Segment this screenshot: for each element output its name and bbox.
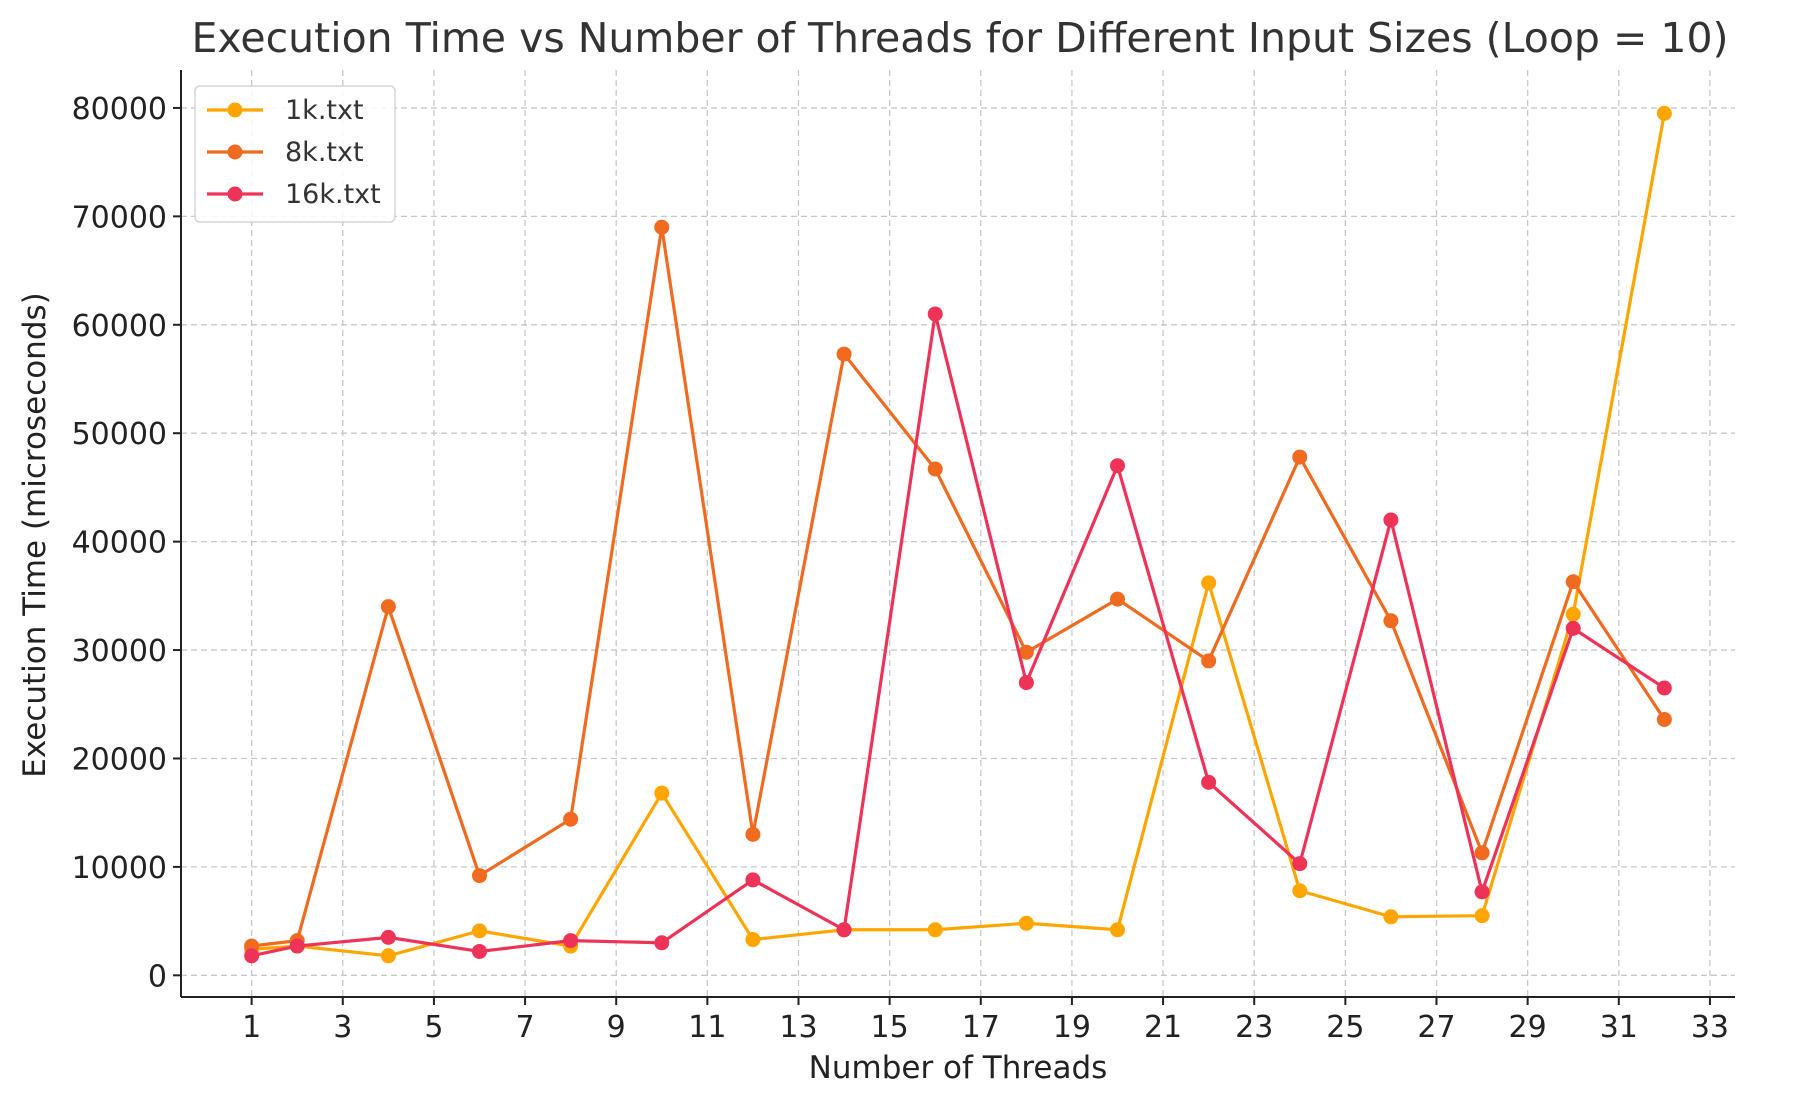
x-tick-label: 33 <box>1691 1010 1729 1045</box>
data-point <box>1565 620 1581 636</box>
y-tick-label: 10000 <box>72 851 167 886</box>
data-point <box>1656 105 1672 121</box>
data-point <box>1474 884 1490 900</box>
data-point <box>836 922 852 938</box>
x-tick-label: 13 <box>779 1010 817 1045</box>
grid <box>181 70 1735 997</box>
y-axis-label: Execution Time (microseconds) <box>17 292 53 777</box>
data-point <box>745 826 761 842</box>
data-point <box>1383 909 1399 925</box>
series-8k-txt <box>244 219 1672 954</box>
data-point <box>244 948 260 964</box>
legend: 1k.txt 8k.txt 16k.txt <box>194 85 396 223</box>
legend-label: 8k.txt <box>285 137 364 168</box>
data-point <box>1201 774 1217 790</box>
y-tick-label: 50000 <box>72 417 167 452</box>
y-tick-label: 0 <box>148 959 167 994</box>
data-point <box>1201 653 1217 669</box>
y-tick-label: 30000 <box>72 634 167 669</box>
x-tick-label: 3 <box>333 1010 352 1045</box>
data-point <box>1292 449 1308 465</box>
data-point <box>563 811 579 827</box>
x-tick-label: 1 <box>242 1010 261 1045</box>
series-16k-txt <box>244 306 1672 964</box>
data-point <box>1474 908 1490 924</box>
data-point <box>1201 575 1217 591</box>
data-point <box>1110 591 1126 607</box>
data-point <box>927 922 943 938</box>
data-point <box>1383 512 1399 528</box>
data-point <box>927 461 943 477</box>
data-point <box>745 872 761 888</box>
data-point <box>1292 856 1308 872</box>
data-point <box>1383 613 1399 629</box>
data-point <box>1656 680 1672 696</box>
y-tick-label: 80000 <box>72 92 167 127</box>
data-point <box>289 938 305 954</box>
x-tick-label: 5 <box>424 1010 443 1045</box>
x-axis-label: Number of Threads <box>809 1050 1108 1086</box>
data-point <box>1018 644 1034 660</box>
legend-marker <box>227 186 243 202</box>
legend-box <box>194 85 396 223</box>
data-point <box>1656 711 1672 727</box>
y-tick-label: 60000 <box>72 309 167 344</box>
chart-title: Execution Time vs Number of Threads for … <box>191 14 1728 62</box>
x-tick-label: 31 <box>1600 1010 1638 1045</box>
legend-marker <box>227 144 243 160</box>
series-line <box>251 225 1666 948</box>
x-tick-label: 15 <box>871 1010 909 1045</box>
series-line <box>251 312 1666 958</box>
data-point <box>471 943 487 959</box>
data-point <box>1110 458 1126 474</box>
data-point <box>1110 922 1126 938</box>
data-point <box>1018 675 1034 691</box>
data-point <box>1565 606 1581 622</box>
x-tick-label: 19 <box>1053 1010 1091 1045</box>
data-point <box>380 929 396 945</box>
legend-label: 1k.txt <box>285 95 364 126</box>
axes: 1 3 5 7 9 11 13 15 17 19 21 23 25 27 29 31 3301000020000… <box>72 70 1735 1045</box>
series-group <box>244 105 1672 964</box>
data-point <box>471 868 487 884</box>
data-point <box>745 932 761 948</box>
legend-label: 16k.txt <box>285 179 381 210</box>
data-point <box>1565 574 1581 590</box>
x-tick-label: 17 <box>962 1010 1000 1045</box>
x-tick-label: 23 <box>1235 1010 1273 1045</box>
legend-item: 8k.txt <box>207 137 364 168</box>
data-point <box>380 599 396 615</box>
data-point <box>563 933 579 949</box>
data-point <box>654 219 670 235</box>
legend-item: 1k.txt <box>207 95 364 126</box>
x-tick-label: 11 <box>688 1010 726 1045</box>
data-point <box>654 785 670 801</box>
data-point <box>471 923 487 939</box>
series-1k-txt <box>244 105 1672 964</box>
legend-item: 16k.txt <box>207 179 381 210</box>
data-point <box>1474 845 1490 861</box>
y-tick-label: 70000 <box>72 200 167 235</box>
x-tick-label: 7 <box>516 1010 535 1045</box>
data-point <box>654 935 670 951</box>
x-tick-label: 9 <box>607 1010 626 1045</box>
y-tick-label: 40000 <box>72 526 167 561</box>
x-tick-label: 27 <box>1417 1010 1455 1045</box>
data-point <box>1018 915 1034 931</box>
data-point <box>836 346 852 362</box>
x-tick-label: 25 <box>1326 1010 1364 1045</box>
x-tick-label: 29 <box>1509 1010 1547 1045</box>
legend-marker <box>227 102 243 118</box>
y-tick-label: 20000 <box>72 742 167 777</box>
x-tick-label: 21 <box>1144 1010 1182 1045</box>
data-point <box>1292 883 1308 899</box>
data-point <box>927 306 943 322</box>
data-point <box>380 948 396 964</box>
